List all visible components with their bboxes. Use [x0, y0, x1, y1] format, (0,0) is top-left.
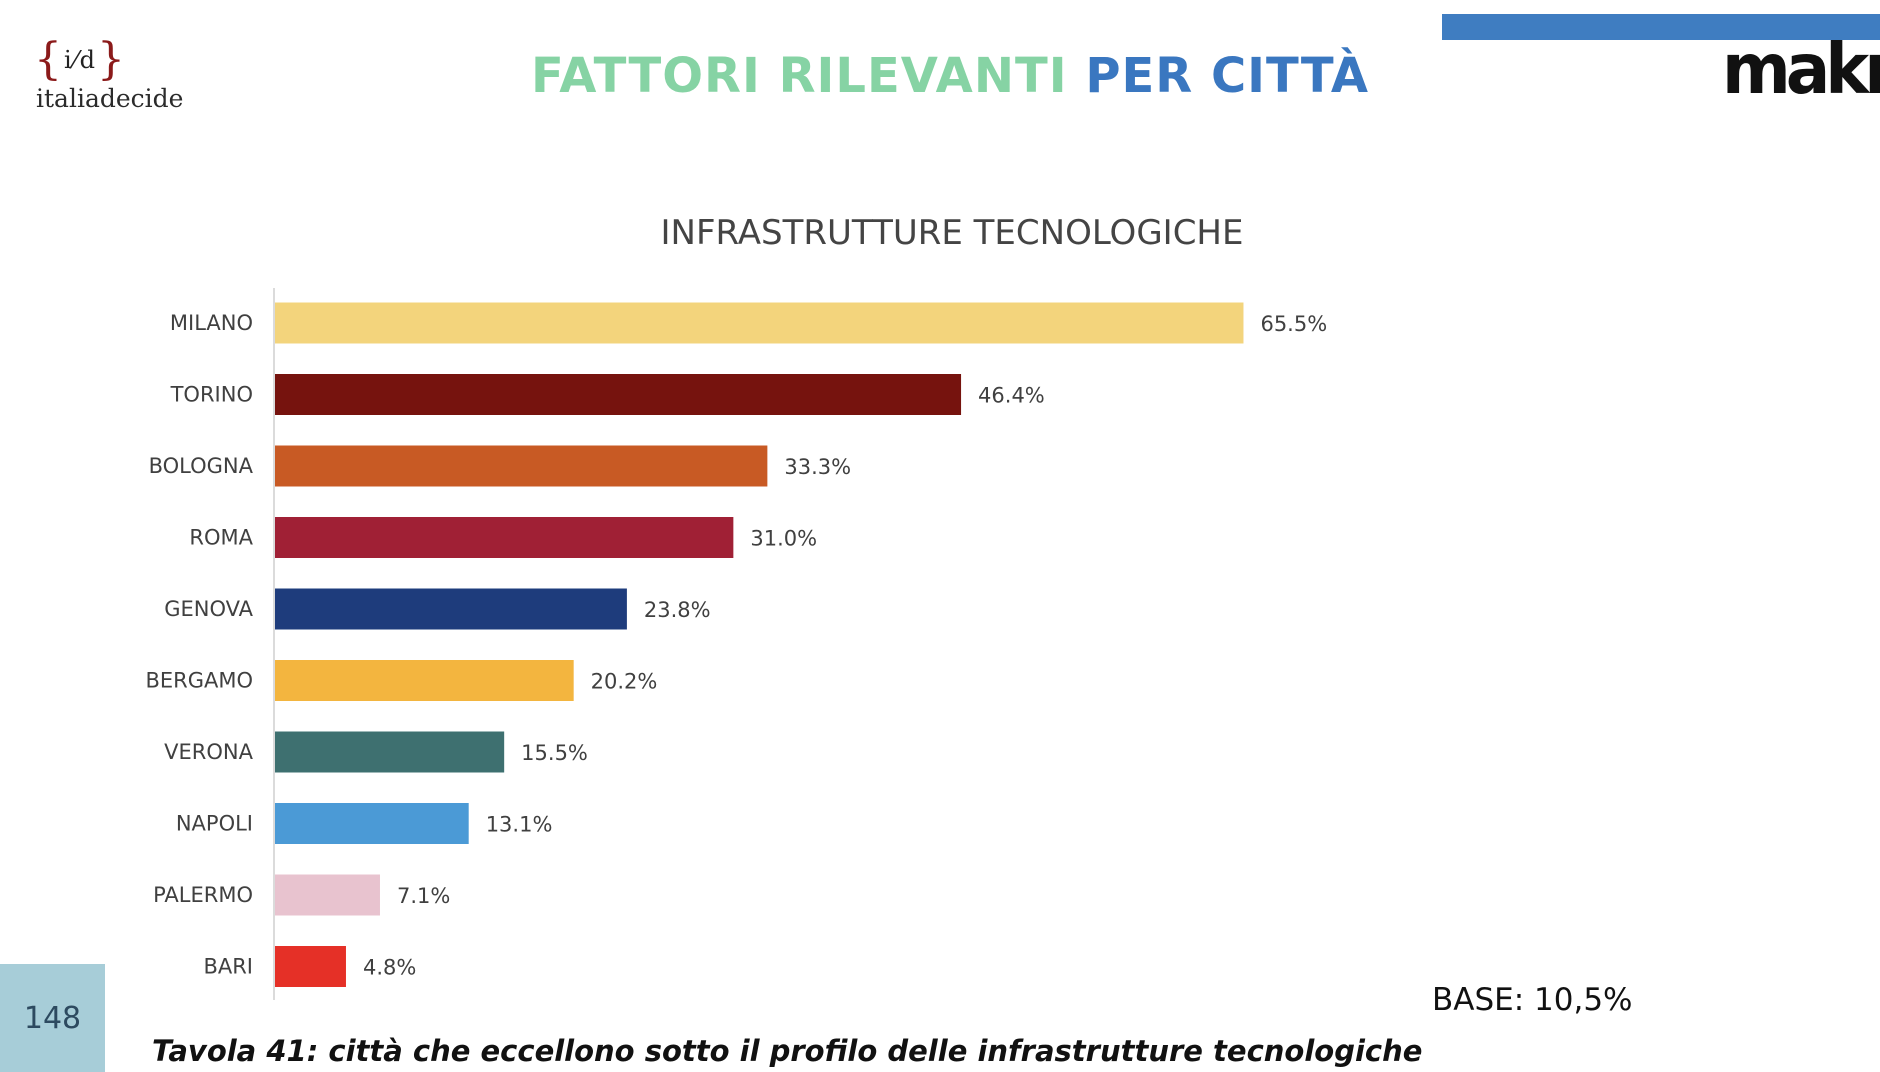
- base-note: BASE: 10,5%: [1432, 982, 1633, 1018]
- table-caption: Tavola 41: città che eccellono sotto il …: [152, 1034, 1423, 1068]
- category-label-roma: ROMA: [189, 526, 253, 550]
- category-label-bologna: BOLOGNA: [149, 454, 254, 478]
- bar-roma: [275, 517, 734, 558]
- bar-bergamo: [275, 660, 574, 701]
- category-label-bari: BARI: [203, 955, 253, 979]
- bars-group: [275, 302, 1244, 987]
- bar-milano: [275, 302, 1244, 344]
- logo-mark: {i⁄d}: [34, 34, 127, 85]
- bar-palermo: [275, 874, 380, 916]
- chart-title: INFRASTRUTTURE TECNOLOGICHE: [661, 213, 1244, 253]
- page-title-part2: PER CITTÀ: [1085, 48, 1370, 104]
- logo-mark-inner: i⁄d: [64, 46, 98, 74]
- category-label-genova: GENOVA: [164, 597, 253, 621]
- category-label-palermo: PALERMO: [153, 883, 253, 907]
- page-number: 148: [0, 964, 105, 1072]
- category-label-milano: MILANO: [170, 311, 253, 335]
- page-title-part1: FATTORI RILEVANTI: [530, 48, 1068, 104]
- bar-bari: [275, 946, 346, 987]
- value-label-bergamo: 20.2%: [591, 670, 658, 694]
- bar-napoli: [275, 803, 469, 844]
- category-labels: MILANO TORINO BOLOGNA ROMA GENOVA BERGAMO VERO…: [145, 311, 253, 979]
- category-label-bergamo: BERGAMO: [145, 669, 253, 693]
- logo-brace-right: }: [97, 34, 128, 85]
- logo-brace-left: {: [34, 34, 64, 85]
- bar-verona: [275, 731, 505, 773]
- top-accent-bar: [1442, 14, 1880, 40]
- value-label-roma: 31.0%: [750, 527, 817, 551]
- value-label-bologna: 33.3%: [784, 455, 851, 479]
- logo-text: italiadecide: [36, 84, 184, 113]
- category-label-verona: VERONA: [164, 740, 253, 764]
- value-label-torino: 46.4%: [978, 384, 1045, 408]
- value-label-milano: 65.5%: [1260, 312, 1327, 336]
- italiadecide-logo: {i⁄d} italiadecide: [34, 34, 184, 124]
- makno-logo: makno: [1722, 38, 1880, 102]
- page-title: FATTORI RILEVANTI PER CITTÀ: [0, 48, 1880, 104]
- bar-genova: [275, 588, 627, 630]
- category-label-torino: TORINO: [170, 383, 253, 407]
- value-label-palermo: 7.1%: [397, 884, 450, 908]
- value-label-napoli: 13.1%: [486, 813, 553, 837]
- category-label-napoli: NAPOLI: [176, 812, 253, 836]
- bar-torino: [275, 374, 962, 415]
- bar-chart: INFRASTRUTTURE TECNOLOGICHE MILANO TORINO…: [145, 213, 1327, 1000]
- value-labels: 65.5% 46.4% 33.3% 31.0% 23.8% 20.2% 15.5% 13.1%…: [363, 312, 1327, 980]
- value-label-genova: 23.8%: [644, 598, 711, 622]
- bar-bologna: [275, 445, 768, 487]
- value-label-bari: 4.8%: [363, 956, 416, 980]
- value-label-verona: 15.5%: [521, 741, 588, 765]
